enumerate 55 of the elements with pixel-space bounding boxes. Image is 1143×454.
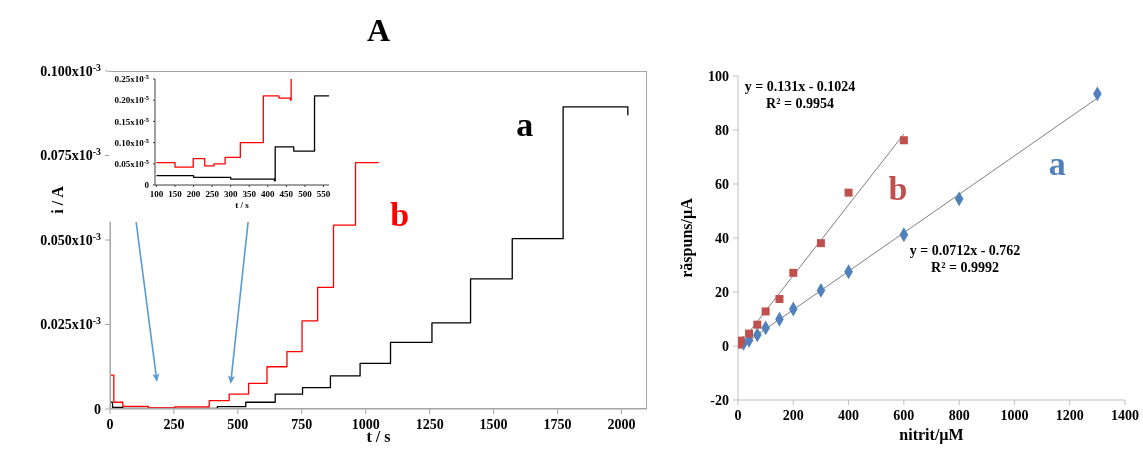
y-tick-label: -20 xyxy=(710,392,729,408)
x-tick-label: 1750 xyxy=(543,416,572,432)
series-label: b xyxy=(389,194,411,235)
x-tick-label: 750 xyxy=(291,416,313,432)
x-tick-label: 1200 xyxy=(1055,407,1084,423)
x-tick-label: 450 xyxy=(279,189,294,200)
x-tick-label: 100 xyxy=(149,189,164,200)
y-tick-label: 0.15x10$^{-5}$ xyxy=(114,115,149,127)
x-tick-label: 600 xyxy=(893,407,915,423)
x-tick-label: 800 xyxy=(948,407,970,423)
x-axis-title: t / s xyxy=(234,200,250,210)
y-tick-label: 80 xyxy=(715,122,729,138)
x-tick-label: 200 xyxy=(782,407,804,423)
y-axis-title: i / A xyxy=(49,186,66,214)
x-tick-label: 1400 xyxy=(1111,407,1139,423)
annotation: y = 0.0712x - 0.762 xyxy=(908,243,1022,259)
x-tick-label: 2000 xyxy=(607,416,636,432)
y-tick-label: 0.20x10$^{-5}$ xyxy=(114,93,149,106)
x-tick-label: 400 xyxy=(838,407,860,423)
y-tick-label: 0.025x10$^{-3}$ xyxy=(40,314,102,333)
series-label: b xyxy=(887,169,909,210)
chart-title: A xyxy=(365,12,392,49)
y-tick-label: 60 xyxy=(715,176,729,192)
x-tick-label: 550 xyxy=(316,189,331,200)
y-tick-label: 0 xyxy=(722,338,729,354)
y-tick-label: 0.05x10$^{-5}$ xyxy=(114,157,149,169)
y-tick-label: 0.25x10$^{-5}$ xyxy=(114,72,149,85)
x-tick-label: 250 xyxy=(163,416,185,432)
series-label: a xyxy=(1047,143,1067,184)
x-tick-label: 0 xyxy=(734,407,742,423)
x-tick-label: 1250 xyxy=(415,416,444,432)
y-tick-label: 0 xyxy=(144,180,150,191)
x-tick-label: 500 xyxy=(298,189,313,200)
x-tick-label: 300 xyxy=(223,189,238,200)
y-tick-label: 20 xyxy=(715,284,729,300)
y-tick-label: 40 xyxy=(715,230,729,246)
x-tick-label: 1000 xyxy=(1000,407,1029,423)
x-tick-label: 250 xyxy=(205,189,220,200)
series-label: a xyxy=(515,105,535,146)
x-tick-label: 150 xyxy=(168,189,183,200)
x-tick-label: 200 xyxy=(186,189,201,200)
annotation: y = 0.131x - 0.1024 xyxy=(744,79,856,94)
x-tick-label: 400 xyxy=(261,189,276,200)
y-tick-label: 0.075x10$^{-3}$ xyxy=(40,145,102,164)
x-tick-label: 1500 xyxy=(479,416,508,432)
x-axis-title: nitrit/µM xyxy=(898,426,965,444)
y-tick-label: 0.100x10$^{-3}$ xyxy=(40,61,102,79)
annotation: R² = 0.9992 xyxy=(930,260,1000,276)
x-tick-label: 500 xyxy=(227,416,249,432)
y-tick-label: 100 xyxy=(708,68,729,84)
y-tick-label: 0.10x10$^{-5}$ xyxy=(114,136,149,148)
annotation: R² = 0.9954 xyxy=(765,96,835,112)
x-tick-label: 350 xyxy=(242,189,257,200)
y-tick-label: 0.050x10$^{-3}$ xyxy=(40,230,102,248)
y-axis-title: răspuns/µA xyxy=(677,197,697,280)
